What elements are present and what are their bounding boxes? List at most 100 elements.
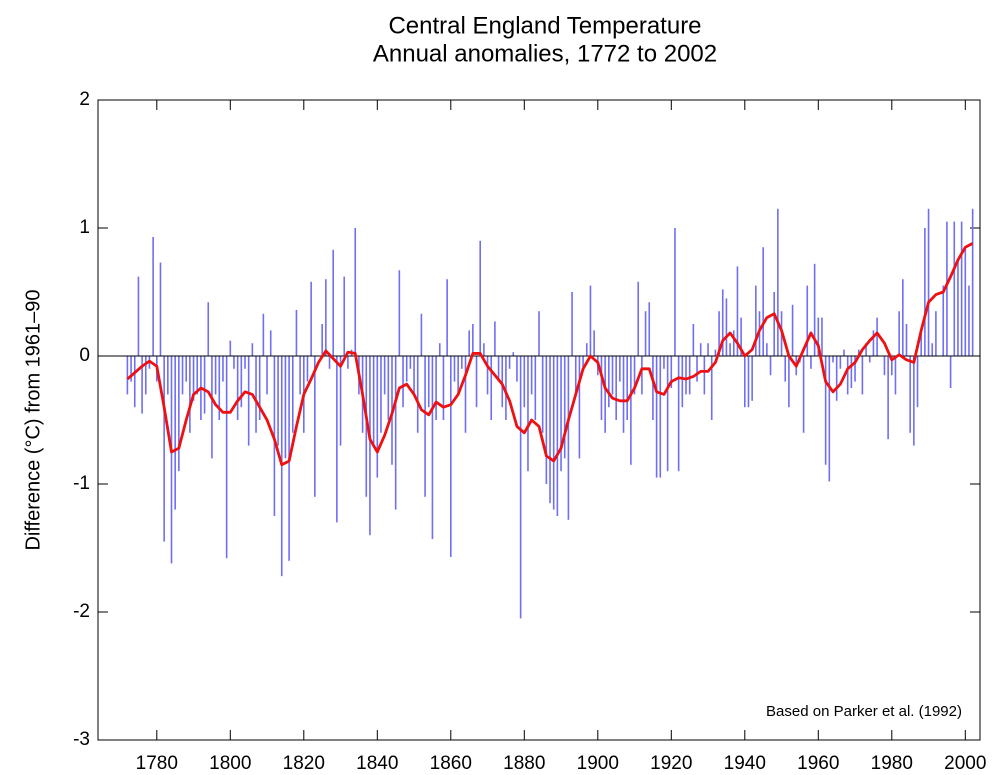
bar — [571, 292, 573, 356]
bar — [240, 356, 243, 408]
bar — [832, 356, 834, 363]
bar — [306, 356, 309, 382]
bar — [876, 317, 878, 356]
bar — [692, 324, 695, 356]
bar — [464, 356, 467, 433]
bar — [641, 356, 643, 395]
bar — [622, 356, 625, 433]
bar — [898, 311, 900, 356]
x-tick-label: 1780 — [136, 753, 178, 774]
bar — [611, 356, 614, 395]
bar — [600, 356, 603, 420]
bar — [630, 356, 632, 465]
bar — [574, 356, 577, 395]
bar — [828, 356, 831, 482]
bar — [126, 356, 129, 395]
x-tick-label: 1940 — [724, 753, 766, 774]
bar — [427, 356, 430, 408]
bar — [659, 356, 662, 478]
bar — [718, 311, 720, 356]
bar — [608, 356, 610, 408]
bar — [681, 356, 684, 408]
bar — [637, 281, 640, 356]
bar — [935, 311, 937, 356]
annotation: Based on Parker et al. (1992) — [766, 703, 962, 720]
y-tick-label: 2 — [79, 89, 90, 110]
bar — [475, 356, 478, 408]
bar — [949, 356, 952, 388]
bar — [736, 266, 739, 356]
bar — [619, 356, 621, 382]
bar — [321, 324, 323, 356]
chart-subtitle: Annual anomalies, 1772 to 2002 — [373, 40, 717, 67]
x-tick-label: 1820 — [283, 753, 325, 774]
bar — [703, 356, 706, 395]
bar — [894, 356, 897, 395]
bar — [508, 356, 511, 369]
bar — [655, 356, 658, 478]
bar — [472, 324, 474, 356]
bar — [593, 330, 595, 356]
bar — [868, 356, 871, 363]
smoothed-line — [126, 242, 974, 467]
bar — [699, 343, 702, 356]
bar — [766, 343, 768, 356]
bar — [398, 270, 401, 356]
bar — [354, 228, 357, 356]
bar — [964, 247, 967, 356]
bar — [479, 240, 481, 356]
bar — [762, 247, 764, 356]
bar — [802, 356, 805, 433]
bar — [810, 356, 812, 369]
bar — [314, 356, 316, 497]
bar — [530, 356, 533, 395]
bar — [920, 330, 922, 356]
bar — [971, 208, 974, 356]
y-tick-label: -3 — [73, 729, 90, 750]
x-tick-label: 1980 — [871, 753, 913, 774]
bar — [236, 356, 239, 420]
bar — [850, 356, 853, 388]
bar — [953, 221, 956, 356]
bar — [931, 343, 934, 356]
bar — [626, 356, 628, 420]
bar — [144, 356, 147, 395]
bar — [325, 279, 327, 356]
x-tick-label: 1800 — [209, 753, 251, 774]
bar — [549, 356, 551, 504]
bar — [846, 356, 849, 395]
bar — [178, 356, 180, 472]
bar — [732, 330, 735, 356]
bar — [453, 356, 456, 382]
y-tick-label: 0 — [79, 345, 90, 366]
bar — [181, 356, 184, 395]
bar — [365, 356, 368, 497]
bar — [295, 309, 298, 356]
bar — [203, 356, 206, 414]
bar — [670, 356, 673, 388]
bar — [328, 356, 331, 369]
bar — [332, 249, 334, 356]
bar — [170, 356, 173, 564]
bar — [402, 356, 404, 408]
bar — [497, 356, 500, 382]
y-tick-label: 1 — [79, 217, 90, 238]
bar — [582, 356, 584, 369]
bar — [861, 356, 864, 395]
bar — [394, 356, 397, 510]
bar — [839, 356, 842, 369]
bar — [310, 281, 312, 356]
bar — [729, 343, 731, 356]
bar — [457, 356, 459, 395]
bar — [883, 356, 886, 376]
bar — [383, 356, 386, 395]
bar — [277, 356, 279, 446]
x-tick-label: 1960 — [797, 753, 839, 774]
bar — [916, 356, 919, 408]
bar — [516, 356, 518, 382]
bar — [744, 356, 746, 408]
bar — [927, 208, 930, 356]
bar — [677, 356, 680, 472]
bar — [545, 356, 548, 484]
